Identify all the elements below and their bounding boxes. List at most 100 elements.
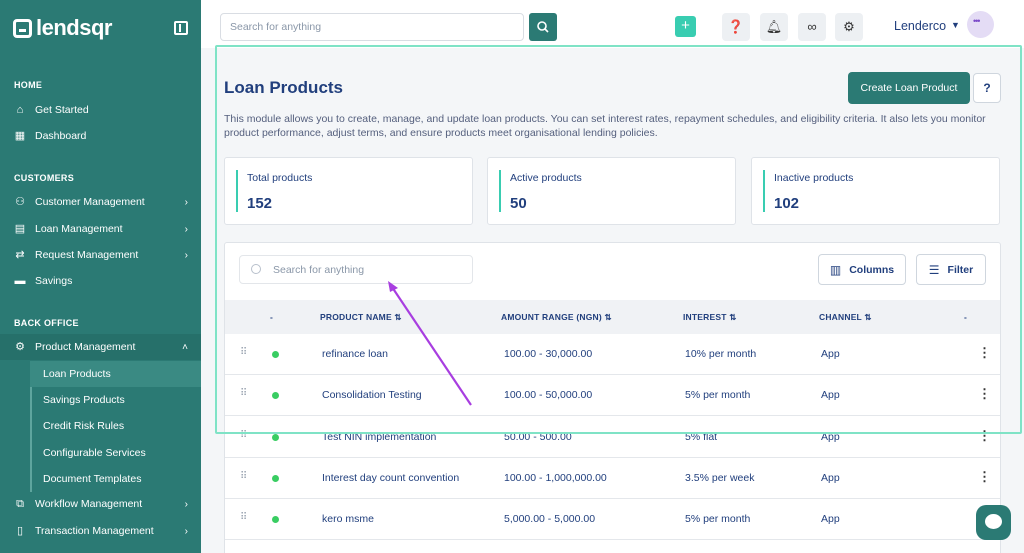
sidebar-item-label: Transaction Management	[35, 525, 154, 537]
amount-range: 50.00 - 500.00	[504, 431, 572, 443]
sort-icon[interactable]: ⇅	[604, 312, 612, 322]
amount-range: 100.00 - 30,000.00	[504, 348, 593, 360]
global-search-button[interactable]	[529, 13, 557, 41]
sidebar-item-workflow-management[interactable]: ⧉ Workflow Management ›	[0, 491, 201, 517]
channel: App	[821, 431, 840, 443]
table-search-input[interactable]: Search for anything	[239, 255, 473, 284]
header-interest[interactable]: INTEREST ⇅	[683, 312, 737, 323]
sidebar-item-savings[interactable]: ▬ Savings	[0, 268, 201, 294]
header-channel[interactable]: CHANNEL ⇅	[819, 312, 872, 323]
sidebar: lendsqr HOME ⌂ Get Started ▦ Dashboard C…	[0, 0, 201, 553]
kebab-menu-icon[interactable]: ⋮	[978, 428, 991, 443]
sidebar-item-customer-management[interactable]: ⚇ Customer Management ›	[0, 189, 201, 215]
stat-value: 102	[774, 195, 800, 212]
search-icon	[537, 21, 549, 33]
sidebar-item-label: Workflow Management	[35, 498, 143, 510]
savings-icon: ▬	[14, 275, 26, 287]
transaction-icon: ▯	[16, 525, 24, 537]
filter-button[interactable]: ☰ Filter	[916, 254, 986, 285]
notifications-button[interactable]: 🔔︎	[760, 13, 788, 41]
sidebar-subitem-document-templates[interactable]: Document Templates	[43, 473, 142, 485]
table-row[interactable]: ⠿ Interest day count convention 100.00 -…	[225, 458, 1000, 499]
section-label-back-office: BACK OFFICE	[14, 318, 79, 328]
columns-button[interactable]: ▥ Columns	[818, 254, 906, 285]
user-name[interactable]: Lenderco	[894, 19, 947, 33]
dashboard-icon: ▦	[14, 130, 26, 142]
sidebar-subitem-savings-products[interactable]: Savings Products	[43, 394, 125, 406]
sort-icon[interactable]: ⇅	[864, 312, 872, 322]
request-icon: ⇄	[15, 249, 25, 261]
chevron-right-icon: ›	[184, 196, 188, 208]
create-loan-product-button[interactable]: Create Loan Product	[848, 72, 970, 104]
sidebar-item-product-management[interactable]: ⚙ Product Management ˄	[0, 334, 201, 360]
settings-button[interactable]: ⚙	[835, 13, 863, 41]
sidebar-subitem-loan-products[interactable]: Loan Products	[30, 361, 201, 387]
table-search-placeholder: Search for anything	[273, 264, 365, 276]
product-icon: ⚙	[15, 341, 25, 353]
brand-logo[interactable]: lendsqr	[13, 15, 112, 41]
sidebar-collapse-icon[interactable]	[174, 21, 188, 35]
bell-icon: 🔔︎	[765, 19, 783, 34]
sidebar-item-dashboard[interactable]: ▦ Dashboard	[0, 123, 201, 149]
stat-value: 152	[247, 195, 273, 212]
header-label: CHANNEL	[819, 312, 862, 322]
interest: 3.5% per week	[685, 472, 755, 484]
header-actions: -	[964, 312, 968, 322]
table-row[interactable]: ⠿ Test NIN implementation 50.00 - 500.00…	[225, 417, 1000, 458]
global-search-input[interactable]: Search for anything	[220, 13, 524, 41]
stat-card-total: Total products 152	[224, 157, 473, 225]
filter-icon: ☰	[928, 262, 940, 277]
drag-handle-icon[interactable]: ⠿	[240, 347, 247, 358]
header-label: AMOUNT RANGE (NGN)	[501, 312, 602, 322]
help-icon: ?	[983, 81, 991, 95]
status-dot-active	[272, 475, 279, 482]
interest: 5% flat	[685, 431, 718, 443]
drag-handle-icon[interactable]: ⠿	[240, 471, 247, 482]
page-help-button[interactable]: ?	[973, 73, 1001, 103]
caret-down-icon[interactable]: ▼	[951, 20, 960, 30]
status-dot-active	[272, 351, 279, 358]
kebab-menu-icon[interactable]: ⋮	[978, 386, 991, 401]
avatar[interactable]	[967, 11, 994, 38]
header-product-name[interactable]: PRODUCT NAME ⇅	[320, 312, 402, 323]
amount-range: 5,000.00 - 5,000.00	[504, 513, 596, 525]
table-row[interactable]: ⠿ kero msme 5,000.00 - 5,000.00 5% per m…	[225, 499, 1000, 540]
stat-accent-bar	[236, 170, 238, 212]
link-button[interactable]: ∞	[798, 13, 826, 41]
home-icon: ⌂	[16, 104, 24, 116]
kebab-menu-icon[interactable]: ⋮	[978, 469, 991, 484]
channel: App	[821, 472, 840, 484]
table-row[interactable]: ⠿ refinance loan 100.00 - 30,000.00 10% …	[225, 334, 1000, 375]
gear-icon: ⚙	[843, 19, 855, 34]
sidebar-item-loan-management[interactable]: ▤ Loan Management ›	[0, 216, 201, 242]
sidebar-subitem-configurable-services[interactable]: Configurable Services	[43, 447, 146, 459]
logo-icon	[13, 18, 32, 38]
chevron-right-icon: ›	[184, 249, 188, 261]
chat-support-button[interactable]	[976, 505, 1011, 540]
help-button[interactable]: ❓	[722, 13, 750, 41]
drag-handle-icon[interactable]: ⠿	[240, 388, 247, 399]
sidebar-subitem-credit-risk-rules[interactable]: Credit Risk Rules	[43, 420, 125, 432]
header-amount-range[interactable]: AMOUNT RANGE (NGN) ⇅	[501, 312, 612, 323]
status-dot-active	[272, 434, 279, 441]
interest: 5% per month	[685, 389, 751, 401]
quick-add-button[interactable]: +	[675, 16, 696, 37]
kebab-menu-icon[interactable]: ⋮	[978, 345, 991, 360]
product-name: kero msme	[322, 513, 374, 525]
interest: 10% per month	[685, 348, 757, 360]
drag-handle-icon[interactable]: ⠿	[240, 430, 247, 441]
sidebar-item-get-started[interactable]: ⌂ Get Started	[0, 97, 201, 123]
stat-value: 50	[510, 195, 527, 212]
sort-icon[interactable]: ⇅	[394, 312, 402, 322]
sidebar-item-label: Request Management	[35, 249, 139, 261]
sidebar-item-transaction-management[interactable]: ▯ Transaction Management ›	[0, 518, 201, 544]
sidebar-item-label: Product Management	[35, 341, 136, 353]
link-icon: ∞	[807, 19, 817, 34]
page-title: Loan Products	[224, 78, 344, 97]
chevron-right-icon: ›	[184, 525, 188, 537]
sort-icon[interactable]: ⇅	[729, 312, 737, 322]
sidebar-item-request-management[interactable]: ⇄ Request Management ›	[0, 242, 201, 268]
table-row[interactable]: ⠿ Consolidation Testing 100.00 - 50,000.…	[225, 375, 1000, 416]
drag-handle-icon[interactable]: ⠿	[240, 512, 247, 523]
sidebar-item-label: Dashboard	[35, 130, 87, 142]
